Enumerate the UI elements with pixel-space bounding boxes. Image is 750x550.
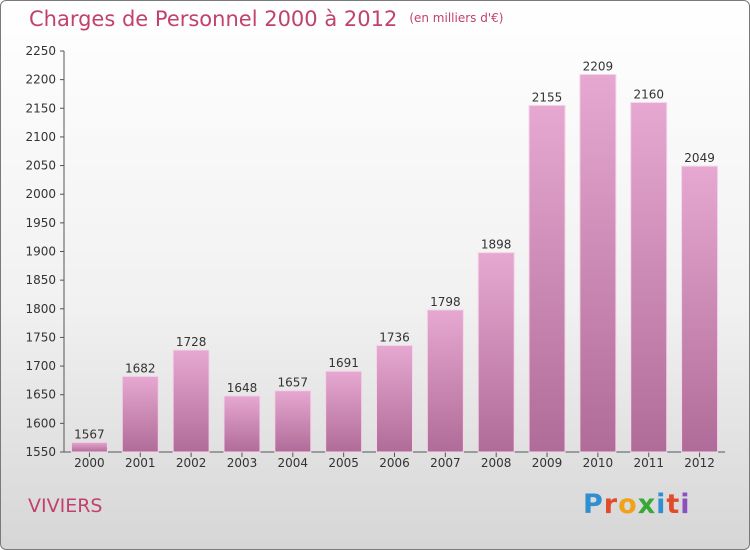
y-tick-label: 1850	[25, 273, 56, 287]
location-name: VIVIERS	[28, 495, 103, 517]
x-tick-label: 2002	[176, 456, 207, 470]
x-tick-label: 2000	[74, 456, 105, 470]
y-tick-label: 2100	[25, 130, 56, 144]
y-tick-label: 1900	[25, 245, 56, 259]
x-tick-label: 2001	[125, 456, 156, 470]
logo-letter: P	[583, 489, 604, 520]
y-tick-label: 2200	[25, 73, 56, 87]
logo-letter: x	[637, 489, 657, 520]
data-label: 1898	[481, 238, 512, 252]
bar	[274, 390, 312, 453]
data-label: 1648	[227, 381, 258, 395]
bar	[681, 165, 719, 453]
logo-letter: o	[618, 489, 638, 520]
bar	[630, 102, 668, 453]
x-tick-label: 2004	[278, 456, 309, 470]
bar	[70, 441, 108, 453]
bars	[70, 73, 719, 453]
data-label: 2160	[633, 88, 664, 102]
y-tick-label: 1800	[25, 302, 56, 316]
data-labels: 1567 1682 1728 1648 1657 1691 1736 1798 1898 2155…	[74, 59, 715, 441]
y-tick-label: 1600	[25, 416, 56, 430]
x-tick-label: 2009	[532, 456, 563, 470]
data-label: 1657	[278, 376, 309, 390]
bar	[223, 395, 261, 453]
y-tick-label: 2250	[25, 44, 56, 58]
x-tick-label: 2007	[430, 456, 461, 470]
y-tick-label: 2050	[25, 159, 56, 173]
x-tick-label: 2003	[227, 456, 258, 470]
logo-letter: i	[680, 489, 691, 520]
data-label: 1691	[328, 356, 359, 370]
data-label: 2049	[684, 151, 715, 165]
y-tick-label: 1650	[25, 388, 56, 402]
y-tick-label: 1750	[25, 330, 56, 344]
bar	[579, 73, 617, 453]
data-label: 1736	[379, 330, 410, 344]
data-label: 1728	[176, 335, 207, 349]
x-tick-label: 2012	[684, 456, 715, 470]
x-tick-label: 2010	[583, 456, 614, 470]
y-tick-label: 2150	[25, 101, 56, 115]
bar	[325, 370, 363, 453]
bar	[376, 344, 413, 453]
y-tick-label: 1550	[25, 445, 56, 459]
data-label: 1567	[74, 427, 105, 441]
chart-title: Charges de Personnel 2000 à 2012	[29, 7, 398, 31]
x-tick-label: 2008	[481, 456, 512, 470]
logo-letter: t	[666, 489, 681, 520]
x-tick-label: 2006	[379, 456, 410, 470]
chart-subtitle: (en milliers d'€)	[409, 11, 504, 25]
data-label: 1798	[430, 295, 461, 309]
x-tick-label: 2005	[328, 456, 359, 470]
bar	[172, 349, 210, 453]
y-tick-label: 1950	[25, 216, 56, 230]
data-label: 1682	[125, 361, 156, 375]
y-tick-label: 1700	[25, 359, 56, 373]
title-row: Charges de Personnel 2000 à 2012 (en mill…	[29, 7, 503, 31]
bar	[121, 375, 159, 453]
y-tick-label: 2000	[25, 187, 56, 201]
bar	[528, 104, 566, 453]
logo-letter: r	[603, 489, 619, 520]
bar	[426, 309, 464, 453]
bar	[477, 252, 515, 453]
axes: 1550 1600 1650 1700 1750 1800 1850 1900 1950 2000…	[25, 44, 725, 470]
data-label: 2155	[532, 90, 563, 104]
proxiti-logo[interactable]: Proxiti	[583, 489, 691, 520]
data-label: 2209	[583, 59, 614, 73]
logo-letter: i	[656, 489, 667, 520]
x-tick-label: 2011	[633, 456, 664, 470]
